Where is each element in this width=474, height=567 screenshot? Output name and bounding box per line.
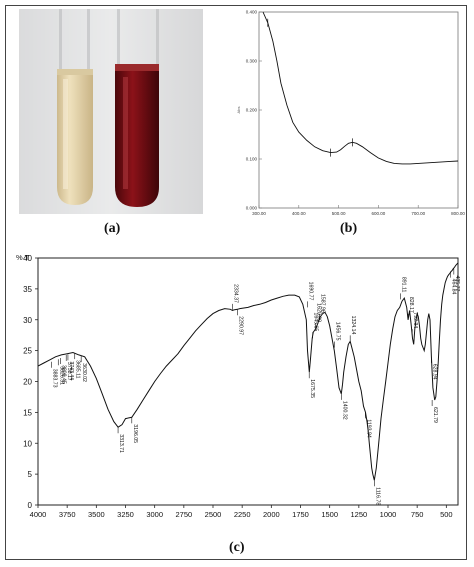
ftir-y-tick-label: 20	[23, 378, 32, 387]
test-tubes-photo	[19, 9, 203, 214]
ftir-spectrum-line	[37, 262, 459, 481]
ftir-y-tick-label: 30	[23, 316, 32, 325]
ftir-peak-label: 3883.73	[52, 369, 58, 388]
ftir-peak-label: 1620.99	[316, 303, 322, 322]
ftir-peak-label: 1193.94	[365, 419, 371, 437]
uv-y-tick-label: 0.300	[246, 59, 258, 64]
ftir-y-tick-label: 25	[23, 347, 32, 356]
ftir-peak-label: 628.94	[431, 364, 437, 380]
ftir-peak-label: 3196.05	[132, 424, 138, 443]
uv-y-tick-label: 0.200	[246, 108, 258, 113]
uv-vis-peak-marks	[267, 18, 353, 157]
ftir-peak-label: 1116.78	[374, 487, 380, 505]
ftir-peak-label: 2290.97	[237, 316, 243, 335]
ftir-chart: 4000 3750 3500 3250 3000 2750 2500 2250 2000 1750…	[16, 253, 460, 519]
uv-y-axis-label: Abs	[236, 107, 241, 114]
ftir-peak-label: 464.84	[450, 279, 456, 295]
ftir-peak-label: 891.11	[401, 277, 407, 293]
ftir-peak-label: 3685.11	[75, 360, 81, 378]
test-tubes-illustration	[19, 9, 203, 214]
ftir-peak-label: 435.77	[454, 275, 460, 291]
ftir-peak-label: 1690.77	[307, 282, 313, 301]
ftir-x-tick-label: 1750	[292, 510, 309, 519]
ftir-x-tick-label: 3250	[117, 510, 134, 519]
ftir-peak-label: 792.34	[412, 312, 418, 328]
ftir-y-tick-label: 35	[23, 285, 32, 294]
ftir-y-tick-label: 10	[23, 439, 32, 448]
uv-x-tick-label: 300.00	[252, 211, 266, 216]
ftir-peak-label: 3313.71	[118, 434, 124, 453]
uv-spectrum-line	[262, 11, 459, 165]
ftir-x-tick-label: 750	[411, 510, 424, 519]
ftir-peak-label: 1587.96	[319, 294, 325, 313]
ftir-x-tick-label: 3750	[59, 510, 76, 519]
ftir-series	[37, 262, 459, 481]
ftir-plot-frame	[37, 257, 459, 506]
ftir-y-tick-label: 15	[23, 408, 32, 417]
ftir-peak-label: 1400.32	[341, 401, 347, 420]
uv-x-tick-label: 600.00	[372, 211, 386, 216]
uv-x-axis-label: nm	[356, 214, 362, 216]
test-tube-dark	[115, 9, 159, 207]
uv-vis-chart: 300.00 400.00 500.00 600.00 700.00 800.00 0.00…	[236, 10, 465, 217]
ftir-peak-label: 1645.65	[313, 313, 319, 332]
uv-x-tick-label: 400.00	[292, 211, 306, 216]
ftir-peak-label: 3630.02	[81, 363, 87, 382]
ftir-x-tick-label: 1500	[321, 510, 338, 519]
ftir-y-tick-label: 5	[28, 470, 33, 479]
ftir-x-tick-label: 3500	[88, 510, 105, 519]
ftir-y-tick-label: 40	[23, 254, 32, 263]
ftir-x-tick-label: 2500	[205, 510, 222, 519]
ftir-peak-label: 3743.44	[68, 361, 74, 380]
figure-frame	[5, 5, 467, 560]
ftir-peak-label: 1324.14	[350, 316, 356, 335]
ftir-peak-label: 3808.45	[60, 365, 66, 384]
label-a: (a)	[104, 221, 121, 236]
ftir-x-tick-label: 2750	[175, 510, 192, 519]
ftir-peak-label: 1675.35	[309, 379, 315, 398]
ftir-peak-label: 828.17	[408, 297, 414, 313]
uv-x-tick-label: 700.00	[411, 211, 425, 216]
ftir-x-tick-label: 3000	[146, 510, 163, 519]
ftir-y-axis-label: % T	[16, 253, 30, 262]
label-c: (c)	[229, 540, 245, 555]
uv-y-tick-label: 0.000	[246, 206, 258, 211]
ftir-peak-label: 3826.31	[58, 366, 64, 385]
uv-vis-series	[262, 11, 459, 165]
uv-x-tick-label: 500.00	[332, 211, 346, 216]
uv-y-tick-label: 0.400	[246, 10, 258, 15]
uv-vis-ticks: 300.00 400.00 500.00 600.00 700.00 800.00 0.00…	[236, 10, 465, 217]
ftir-axes	[37, 257, 459, 506]
label-b: (b)	[340, 221, 358, 236]
ftir-y-tick-label: 0	[28, 501, 33, 510]
ftir-x-tick-label: 2000	[263, 510, 280, 519]
ftir-x-tick-label: 1250	[350, 510, 367, 519]
ftir-x-tick-label: 1000	[380, 510, 397, 519]
ftir-x-tick-label: 500	[440, 510, 453, 519]
ftir-peak-label: 3758.17	[66, 362, 72, 381]
ftir-peak-label: 2334.37	[232, 284, 238, 303]
ftir-x-tick-label: 2250	[234, 510, 251, 519]
uv-y-tick-label: 0.100	[246, 157, 258, 162]
ftir-peak-label: 1456.75	[335, 322, 341, 341]
ftir-ticks: 4000 3750 3500 3250 3000 2750 2500 2250 2000 1750…	[16, 253, 453, 519]
test-tube-light	[57, 9, 93, 205]
ftir-x-tick-label: 4000	[30, 510, 47, 519]
uv-x-tick-label: 800.00	[451, 211, 465, 216]
ftir-peak-label: 621.79	[432, 407, 438, 423]
